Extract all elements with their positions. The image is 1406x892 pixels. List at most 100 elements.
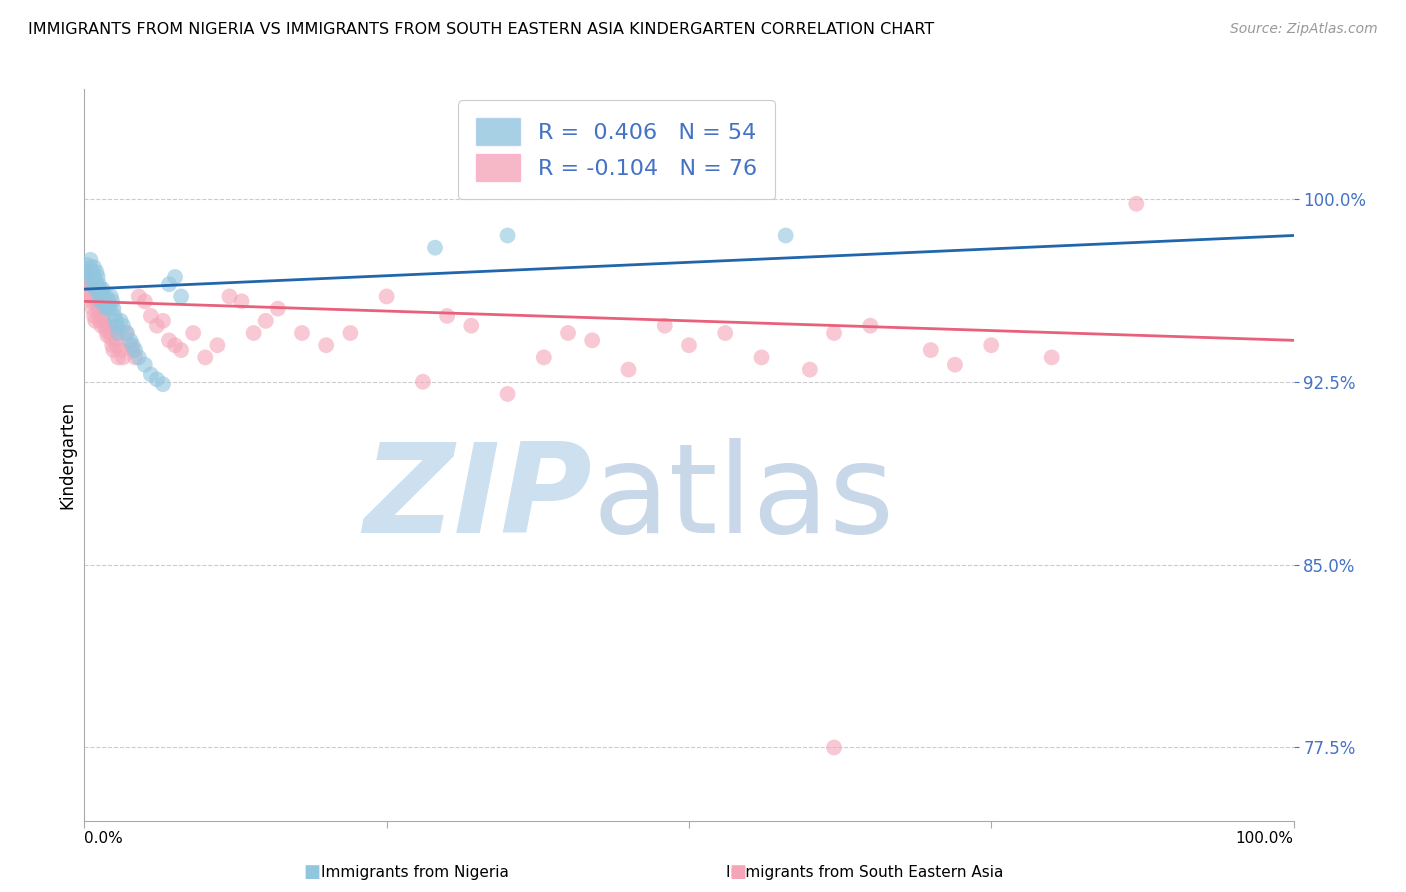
Point [375,289,398,303]
Point [1125,196,1147,211]
Point [128,351,150,365]
Point [87,277,110,292]
Point [79,260,101,275]
Point [134,358,156,372]
Point [77,269,100,284]
Point [496,387,519,401]
Point [654,318,676,333]
Point [139,309,162,323]
Point [89,282,111,296]
Point [460,318,482,333]
Point [120,334,142,348]
Point [84,314,107,328]
Point [124,343,146,357]
Legend: R =  0.406   N = 54, R = -0.104   N = 76: R = 0.406 N = 54, R = -0.104 N = 76 [458,100,775,199]
Point [87,289,110,303]
Point [87,309,110,323]
Point [91,294,114,309]
Point [80,265,103,279]
Point [104,314,127,328]
Point [115,326,138,340]
Point [112,318,135,333]
Point [980,338,1002,352]
Point [110,314,132,328]
Point [751,351,773,365]
Point [94,318,117,333]
Point [152,377,174,392]
Text: 0.0%: 0.0% [84,831,124,846]
Point [98,301,121,316]
Point [104,309,127,323]
Point [423,241,446,255]
Text: ■: ■ [304,863,321,881]
Point [97,294,120,309]
Point [134,294,156,309]
Text: Immigrants from Nigeria: Immigrants from Nigeria [321,865,509,880]
Point [943,358,966,372]
Point [157,334,180,348]
Point [714,326,737,340]
Point [90,318,112,333]
Point [86,269,108,284]
Point [115,326,138,340]
Point [194,351,217,365]
Point [254,314,277,328]
Point [83,309,105,323]
Point [412,375,434,389]
Point [82,301,104,316]
Point [207,338,229,352]
Y-axis label: Kindergarten: Kindergarten [58,401,76,509]
Point [291,326,314,340]
Point [823,326,845,340]
Point [823,740,845,755]
Point [103,343,125,357]
Text: ZIP: ZIP [364,438,592,559]
Point [86,277,108,292]
Point [617,362,640,376]
Point [84,282,107,296]
Point [152,314,174,328]
Point [97,318,120,333]
Point [920,343,942,357]
Point [76,258,98,272]
Point [77,289,100,303]
Point [121,338,143,352]
Point [231,294,253,309]
Point [94,324,117,338]
Point [146,372,169,386]
Point [112,351,135,365]
Text: Source: ZipAtlas.com: Source: ZipAtlas.com [1230,22,1378,37]
Text: ■: ■ [730,863,747,881]
Point [91,309,114,323]
Point [101,338,124,352]
Point [533,351,555,365]
Point [96,299,118,313]
Point [93,289,115,303]
Point [496,228,519,243]
Point [86,265,108,279]
Point [157,277,180,292]
Point [107,326,129,340]
Text: Immigrants from South Eastern Asia: Immigrants from South Eastern Asia [725,865,1004,880]
Point [557,326,579,340]
Point [1040,351,1063,365]
Point [86,294,108,309]
Point [170,343,193,357]
Point [79,252,101,267]
Point [94,289,117,303]
Point [107,351,129,365]
Point [139,368,162,382]
Point [94,301,117,316]
Point [96,328,118,343]
Point [100,331,122,345]
Point [89,294,111,309]
Point [94,294,117,309]
Point [859,318,882,333]
Point [93,314,115,328]
Point [103,301,125,316]
Point [76,277,98,292]
Point [80,294,103,309]
Text: IMMIGRANTS FROM NIGERIA VS IMMIGRANTS FROM SOUTH EASTERN ASIA KINDERGARTEN CORRE: IMMIGRANTS FROM NIGERIA VS IMMIGRANTS FR… [28,22,935,37]
Point [581,334,603,348]
Point [146,318,169,333]
